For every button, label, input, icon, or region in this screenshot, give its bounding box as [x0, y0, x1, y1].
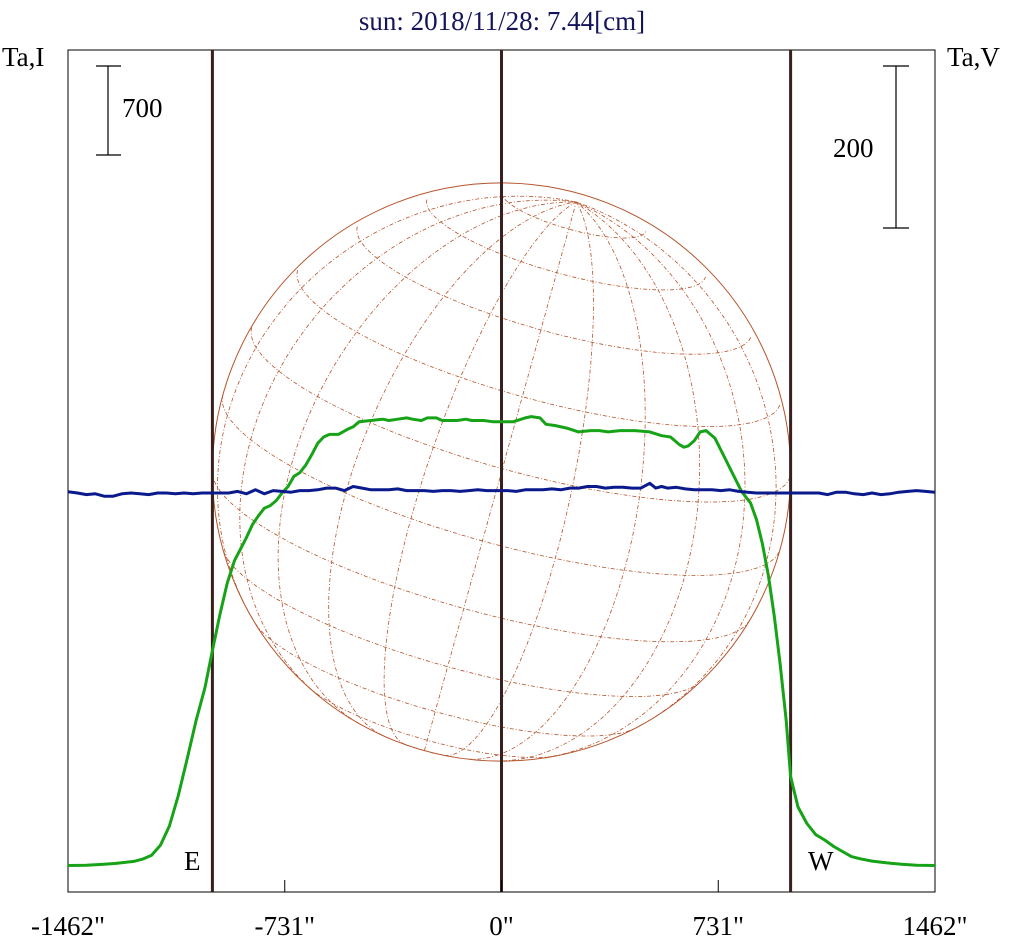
- series-layer: [67, 415, 936, 867]
- right-scale-bar-label: 200: [833, 133, 874, 163]
- disk-longitude-line: [494, 201, 701, 762]
- left-scale-bar-label: 700: [122, 93, 163, 123]
- disk-longitude-line: [444, 201, 594, 756]
- disk-longitude-line: [544, 201, 746, 759]
- disk-longitude-line: [576, 201, 777, 727]
- disk-longitude-line: [424, 201, 577, 751]
- limb-lines: [210, 50, 793, 892]
- x-tick-label: 0": [489, 911, 514, 941]
- disk-longitude-line: [328, 201, 577, 736]
- disk-latitude-line: [296, 270, 781, 428]
- east-limb-label: E: [184, 846, 201, 876]
- disk-longitude-line: [383, 201, 577, 745]
- polarization-series-line: [67, 481, 936, 498]
- disk-longitude-line: [217, 195, 577, 619]
- x-tick-label: 731": [692, 911, 744, 941]
- solar-disk: [211, 182, 792, 762]
- x-tick-label: -731": [254, 911, 315, 941]
- disk-latitude-line: [212, 472, 750, 643]
- west-limb-label: W: [808, 846, 834, 876]
- disk-latitude-line: [426, 199, 706, 291]
- disk-longitude-line: [239, 199, 577, 696]
- right-axis-label: Ta,V: [947, 42, 1000, 72]
- x-tick-label: 1462": [902, 911, 967, 941]
- disk-longitude-line: [277, 201, 577, 725]
- intensity-series-line: [67, 415, 936, 867]
- chart-title: sun: 2018/11/28: 7.44[cm]: [359, 6, 645, 36]
- disk-longitude-line: [468, 201, 646, 760]
- left-axis-label: Ta,I: [2, 42, 44, 72]
- disk-latitude-line: [223, 551, 700, 698]
- x-tick-label: -1462": [31, 911, 105, 941]
- disk-latitude-line: [255, 623, 635, 737]
- left-scale-bar: [96, 65, 121, 156]
- right-scale-bar: [883, 65, 909, 229]
- x-axis-ticks: -1462" -731" 0" 731" 1462": [31, 880, 968, 941]
- disk-latitude-line: [501, 191, 647, 239]
- disk-latitude-line: [404, 744, 445, 756]
